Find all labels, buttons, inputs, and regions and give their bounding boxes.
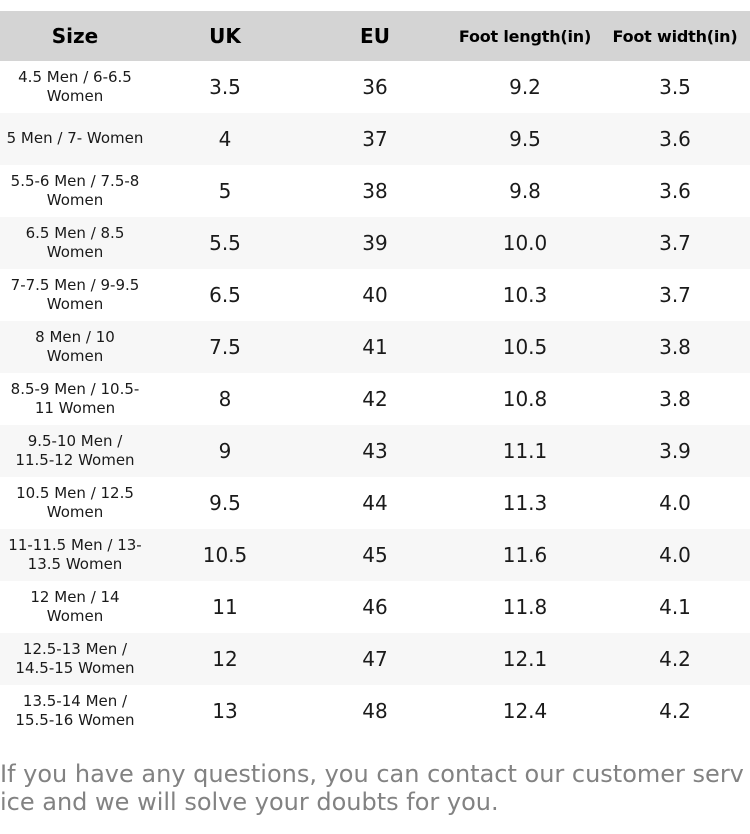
uk-cell: 4	[218, 127, 232, 151]
foot-width-cell: 4.2	[659, 647, 691, 671]
uk-cell: 5	[218, 179, 232, 203]
foot-width-cell: 3.8	[659, 335, 691, 359]
size-chart: Size UK EU Foot length(in) Foot width(in…	[0, 11, 750, 737]
size-cell: 8 Men / 10 Women	[35, 327, 115, 366]
foot-width-cell: 4.1	[659, 595, 691, 619]
size-cell: 11-11.5 Men / 13- 13.5 Women	[8, 535, 142, 574]
size-cell: 12 Men / 14 Women	[30, 587, 120, 626]
size-cell: 8.5-9 Men / 10.5- 11 Women	[10, 379, 140, 418]
foot-width-cell: 3.6	[659, 127, 691, 151]
uk-cell: 9	[218, 439, 232, 463]
eu-cell: 42	[362, 387, 388, 411]
header-cell-eu: EU	[360, 24, 390, 48]
foot-length-cell: 10.8	[502, 387, 548, 411]
table-header-row: Size UK EU Foot length(in) Foot width(in…	[0, 11, 750, 61]
foot-length-cell: 9.8	[509, 179, 541, 203]
foot-length-cell: 10.3	[502, 283, 548, 307]
foot-width-cell: 3.7	[659, 283, 691, 307]
eu-cell: 48	[362, 699, 388, 723]
foot-length-cell: 12.1	[502, 647, 548, 671]
eu-cell: 41	[362, 335, 388, 359]
foot-length-cell: 11.6	[502, 543, 548, 567]
foot-length-cell: 9.5	[509, 127, 541, 151]
uk-cell: 7.5	[209, 335, 241, 359]
note-line-2: ice and we will solve your doubts for yo…	[0, 787, 499, 816]
table-row: 10.5 Men / 12.5 Women 9.5 44 11.3 4.0	[0, 477, 750, 529]
customer-service-note: If you have any questions, you can conta…	[0, 760, 750, 816]
table-row: 4.5 Men / 6-6.5 Women 3.5 36 9.2 3.5	[0, 61, 750, 113]
header-cell-uk: UK	[209, 24, 241, 48]
foot-width-cell: 4.2	[659, 699, 691, 723]
eu-cell: 46	[362, 595, 388, 619]
foot-length-cell: 12.4	[502, 699, 548, 723]
uk-cell: 3.5	[209, 75, 241, 99]
header-cell-size: Size	[51, 24, 99, 48]
eu-cell: 44	[362, 491, 388, 515]
uk-cell: 8	[218, 387, 232, 411]
eu-cell: 47	[362, 647, 388, 671]
table-row: 5.5-6 Men / 7.5-8 Women 5 38 9.8 3.6	[0, 165, 750, 217]
foot-length-cell: 9.2	[509, 75, 541, 99]
size-cell: 9.5-10 Men / 11.5-12 Women	[15, 431, 135, 470]
size-cell: 4.5 Men / 6-6.5 Women	[18, 67, 132, 106]
uk-cell: 12	[212, 647, 238, 671]
foot-width-cell: 3.6	[659, 179, 691, 203]
eu-cell: 37	[362, 127, 388, 151]
foot-width-cell: 3.5	[659, 75, 691, 99]
size-cell: 10.5 Men / 12.5 Women	[16, 483, 134, 522]
header-cell-foot-length: Foot length(in)	[458, 26, 592, 46]
foot-length-cell: 11.1	[502, 439, 548, 463]
uk-cell: 9.5	[209, 491, 241, 515]
table-body: 4.5 Men / 6-6.5 Women 3.5 36 9.2 3.5 5 M…	[0, 61, 750, 737]
foot-width-cell: 3.9	[659, 439, 691, 463]
table-row: 13.5-14 Men / 15.5-16 Women 13 48 12.4 4…	[0, 685, 750, 737]
foot-width-cell: 4.0	[659, 491, 691, 515]
table-row: 5 Men / 7- Women 4 37 9.5 3.6	[0, 113, 750, 165]
eu-cell: 39	[362, 231, 388, 255]
table-row: 7-7.5 Men / 9-9.5 Women 6.5 40 10.3 3.7	[0, 269, 750, 321]
size-cell: 7-7.5 Men / 9-9.5 Women	[10, 275, 140, 314]
eu-cell: 45	[362, 543, 388, 567]
foot-width-cell: 4.0	[659, 543, 691, 567]
uk-cell: 11	[212, 595, 238, 619]
note-line-1: If you have any questions, you can conta…	[0, 760, 744, 788]
foot-length-cell: 10.5	[502, 335, 548, 359]
eu-cell: 36	[362, 75, 388, 99]
uk-cell: 10.5	[202, 543, 248, 567]
size-cell: 5.5-6 Men / 7.5-8 Women	[10, 171, 140, 210]
eu-cell: 43	[362, 439, 388, 463]
table-row: 12 Men / 14 Women 11 46 11.8 4.1	[0, 581, 750, 633]
eu-cell: 40	[362, 283, 388, 307]
uk-cell: 6.5	[209, 283, 241, 307]
size-cell: 6.5 Men / 8.5 Women	[25, 223, 125, 262]
foot-width-cell: 3.8	[659, 387, 691, 411]
table-row: 8 Men / 10 Women 7.5 41 10.5 3.8	[0, 321, 750, 373]
size-cell: 12.5-13 Men / 14.5-15 Women	[15, 639, 135, 678]
uk-cell: 13	[212, 699, 238, 723]
uk-cell: 5.5	[209, 231, 241, 255]
foot-length-cell: 10.0	[502, 231, 548, 255]
size-cell: 5 Men / 7- Women	[6, 129, 144, 148]
table-row: 12.5-13 Men / 14.5-15 Women 12 47 12.1 4…	[0, 633, 750, 685]
size-cell: 13.5-14 Men / 15.5-16 Women	[15, 691, 135, 730]
foot-width-cell: 3.7	[659, 231, 691, 255]
table-row: 6.5 Men / 8.5 Women 5.5 39 10.0 3.7	[0, 217, 750, 269]
table-row: 9.5-10 Men / 11.5-12 Women 9 43 11.1 3.9	[0, 425, 750, 477]
table-row: 8.5-9 Men / 10.5- 11 Women 8 42 10.8 3.8	[0, 373, 750, 425]
header-cell-foot-width: Foot width(in)	[612, 26, 738, 46]
foot-length-cell: 11.8	[502, 595, 548, 619]
foot-length-cell: 11.3	[502, 491, 548, 515]
table-row: 11-11.5 Men / 13- 13.5 Women 10.5 45 11.…	[0, 529, 750, 581]
eu-cell: 38	[362, 179, 388, 203]
